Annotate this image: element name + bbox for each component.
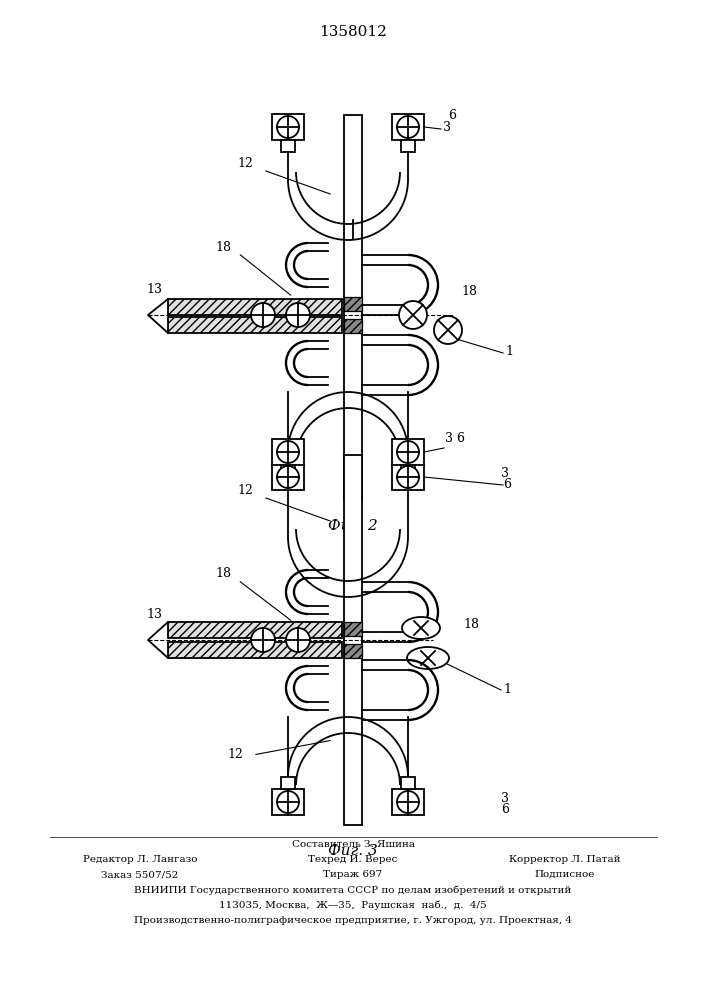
Text: 13: 13: [146, 283, 162, 296]
Bar: [168, 622, 342, 638]
Text: 12: 12: [237, 484, 253, 497]
Bar: [344, 115, 362, 500]
Bar: [272, 789, 304, 815]
Bar: [344, 319, 362, 333]
Text: 6: 6: [448, 109, 456, 122]
Bar: [344, 297, 362, 311]
Bar: [344, 644, 362, 658]
Bar: [272, 464, 304, 490]
Circle shape: [434, 316, 462, 344]
Text: Фиг. 2: Фиг. 2: [328, 519, 378, 533]
Bar: [392, 464, 424, 490]
Bar: [401, 452, 415, 464]
Text: ВНИИПИ Государственного комитета СССР по делам изобретений и открытий: ВНИИПИ Государственного комитета СССР по…: [134, 886, 572, 895]
Bar: [168, 299, 342, 315]
Text: Фиг. 3: Фиг. 3: [328, 844, 378, 858]
Bar: [392, 439, 424, 465]
Text: 113035, Москва,  Ж—35,  Раушская  наб.,  д.  4/5: 113035, Москва, Ж—35, Раушская наб., д. …: [219, 900, 487, 910]
Circle shape: [399, 301, 427, 329]
Text: 18: 18: [461, 285, 477, 298]
Text: 1: 1: [505, 345, 513, 358]
Circle shape: [397, 466, 419, 488]
Bar: [392, 789, 424, 815]
Circle shape: [397, 791, 419, 813]
Text: 3: 3: [501, 467, 509, 480]
Bar: [168, 642, 342, 658]
Text: 3: 3: [443, 121, 451, 134]
Bar: [272, 439, 304, 465]
Text: Составитель З. Яшина: Составитель З. Яшина: [291, 840, 414, 849]
Bar: [281, 777, 295, 789]
Ellipse shape: [402, 617, 440, 639]
Circle shape: [286, 628, 310, 652]
Text: 13: 13: [146, 608, 162, 621]
Text: Корректор Л. Патай: Корректор Л. Патай: [509, 855, 621, 864]
Circle shape: [397, 441, 419, 463]
Text: Техред И. Верес: Техред И. Верес: [308, 855, 397, 864]
Text: 3: 3: [501, 792, 509, 805]
Bar: [281, 452, 295, 464]
Text: Тираж 697: Тираж 697: [323, 870, 382, 879]
Bar: [392, 114, 424, 140]
Text: 12: 12: [237, 157, 253, 170]
Text: Заказ 5507/52: Заказ 5507/52: [101, 870, 179, 879]
Text: 1358012: 1358012: [319, 25, 387, 39]
Bar: [168, 317, 342, 333]
Text: 12: 12: [227, 748, 243, 761]
Text: Производственно-полиграфическое предприятие, г. Ужгород, ул. Проектная, 4: Производственно-полиграфическое предприя…: [134, 916, 572, 925]
Circle shape: [251, 303, 275, 327]
Text: 3: 3: [445, 432, 453, 445]
Bar: [401, 465, 415, 477]
Circle shape: [277, 466, 299, 488]
Text: 6: 6: [456, 432, 464, 445]
Text: Подписное: Подписное: [534, 870, 595, 879]
Text: 18: 18: [215, 241, 231, 254]
Circle shape: [397, 116, 419, 138]
Bar: [401, 140, 415, 152]
Text: Редактор Л. Лангазо: Редактор Л. Лангазо: [83, 855, 197, 864]
Bar: [281, 465, 295, 477]
Circle shape: [277, 116, 299, 138]
Ellipse shape: [407, 647, 449, 669]
Bar: [281, 140, 295, 152]
Circle shape: [277, 441, 299, 463]
Circle shape: [251, 628, 275, 652]
Text: 6: 6: [503, 478, 511, 491]
Text: 6: 6: [501, 803, 509, 816]
Bar: [272, 114, 304, 140]
Circle shape: [277, 791, 299, 813]
Bar: [401, 777, 415, 789]
Bar: [344, 622, 362, 636]
Bar: [344, 455, 362, 825]
Text: 18: 18: [215, 567, 231, 580]
Text: 18: 18: [463, 618, 479, 631]
Circle shape: [286, 303, 310, 327]
Text: 1: 1: [503, 683, 511, 696]
